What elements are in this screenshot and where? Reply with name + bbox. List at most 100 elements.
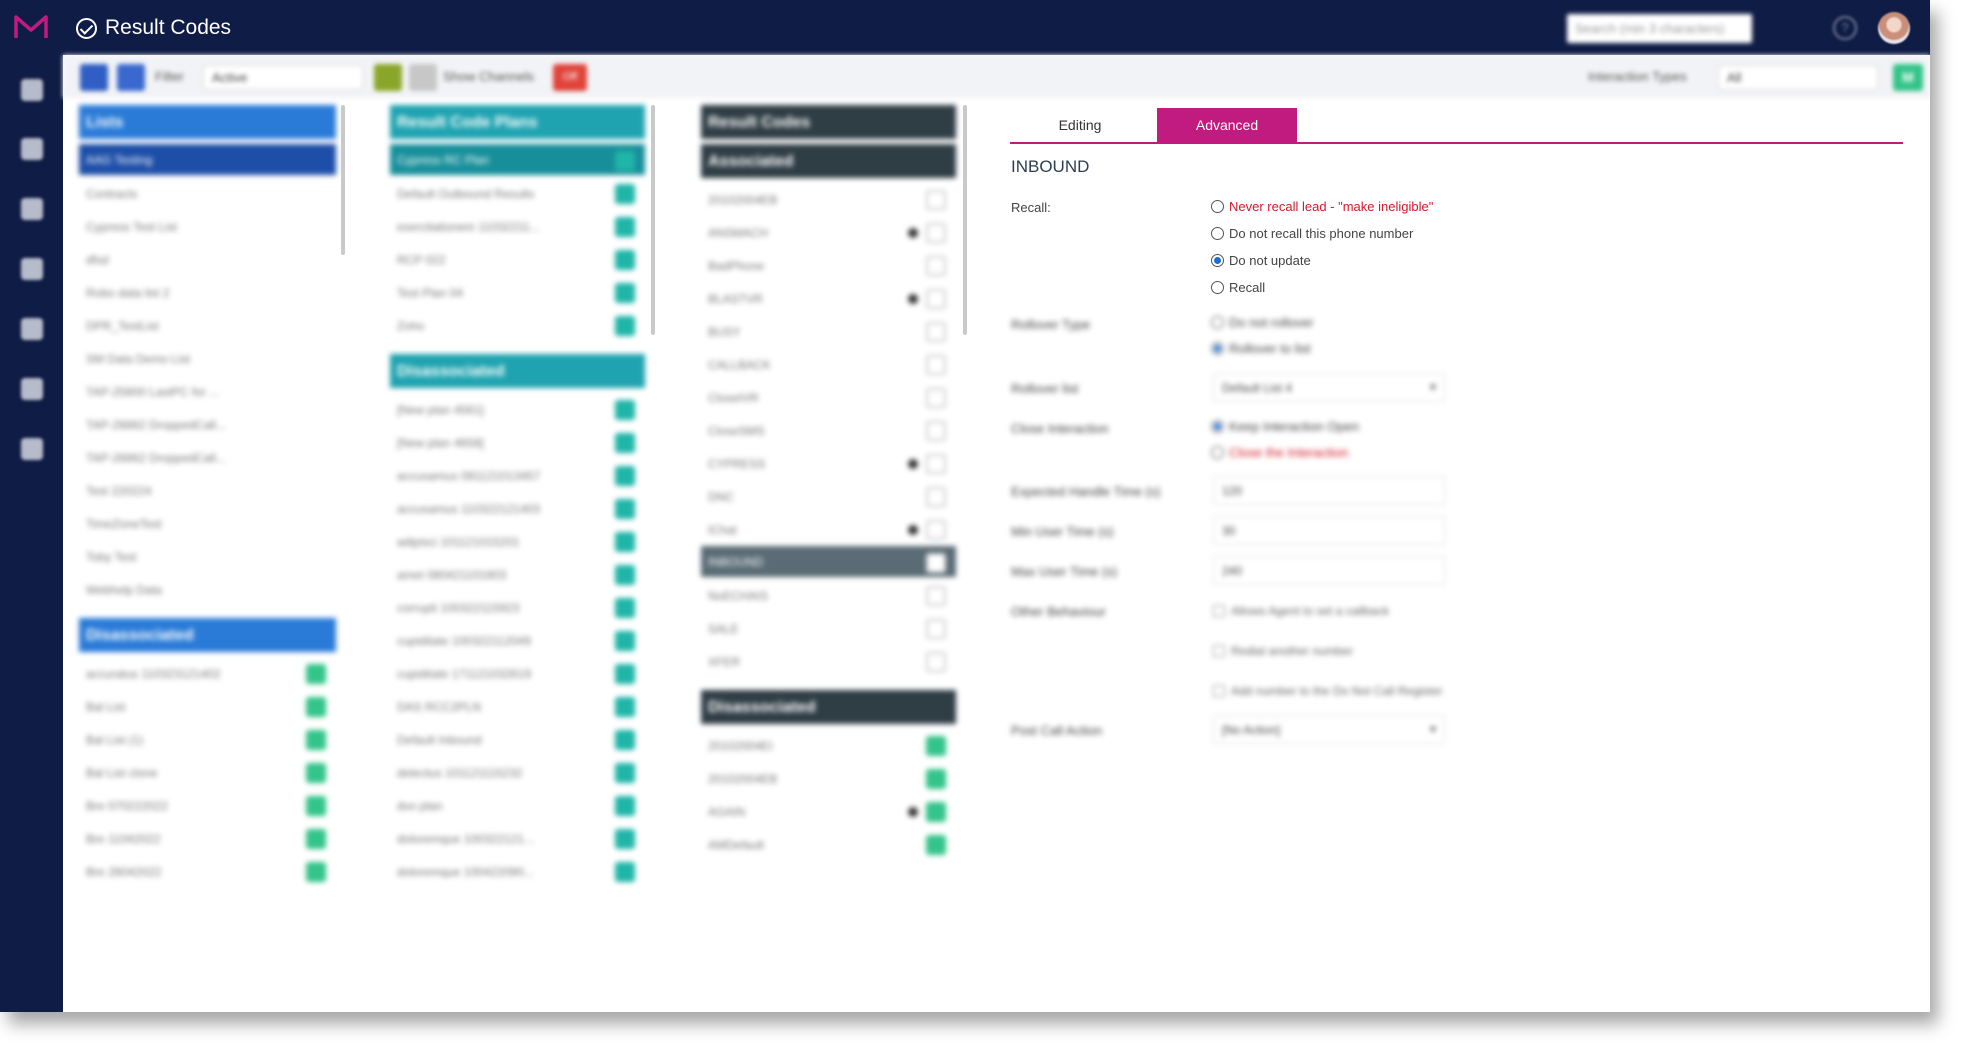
list-item[interactable]: Zoho: [390, 309, 645, 342]
checkbox-icon[interactable]: [926, 619, 946, 639]
other-behaviour-option[interactable]: Add number to the Do Not Call Register: [1213, 684, 1442, 698]
expected-handle-time-input[interactable]: 120: [1213, 476, 1445, 505]
document-icon[interactable]: [21, 378, 43, 400]
list-item[interactable]: CloseIVR: [701, 381, 956, 414]
dashboard-icon[interactable]: [21, 198, 43, 220]
interaction-types-select[interactable]: All: [1718, 65, 1878, 90]
list-item[interactable]: Contracts: [79, 177, 336, 210]
edit-icon[interactable]: [615, 598, 635, 618]
radio-icon[interactable]: [1211, 281, 1224, 294]
list-item[interactable]: Default Inbound: [390, 723, 645, 756]
checkbox-icon[interactable]: [926, 289, 946, 309]
list-item[interactable]: CloseSMS: [701, 414, 956, 447]
checkbox-icon[interactable]: [926, 454, 946, 474]
radio-icon[interactable]: [1211, 254, 1224, 267]
add-icon[interactable]: [306, 664, 326, 684]
app-logo-icon[interactable]: [14, 14, 48, 40]
checkbox-icon[interactable]: [1213, 645, 1225, 657]
edit-icon[interactable]: [615, 433, 635, 453]
checkbox-icon[interactable]: [926, 322, 946, 342]
list-item[interactable]: BLASTVR: [701, 282, 956, 315]
plans-scrollbar[interactable]: [650, 105, 656, 885]
rollover-type-option[interactable]: Rollover to list: [1211, 341, 1311, 356]
list-item[interactable]: CYPRESS: [701, 447, 956, 480]
list-item[interactable]: DPR_TestList: [79, 309, 336, 342]
edit-icon[interactable]: [615, 184, 635, 204]
recall-option[interactable]: Do not update: [1211, 253, 1311, 268]
max-user-time-input[interactable]: 240: [1213, 556, 1445, 585]
checkbox-icon[interactable]: [926, 223, 946, 243]
edit-icon[interactable]: [615, 730, 635, 750]
database-icon[interactable]: [21, 258, 43, 280]
add-icon[interactable]: [306, 697, 326, 717]
add-icon[interactable]: [926, 736, 946, 756]
list-item[interactable]: cupiditate 171121032619: [390, 657, 645, 690]
add-icon[interactable]: [926, 802, 946, 822]
list-item[interactable]: BUSY: [701, 315, 956, 348]
list-item[interactable]: delectus 101121115232: [390, 756, 645, 789]
selected-list-item[interactable]: Cypress RC Plan: [390, 144, 645, 175]
edit-icon[interactable]: [615, 532, 635, 552]
list-item[interactable]: 20102004EI: [701, 729, 956, 762]
list-item[interactable]: [New plan 4561]: [390, 393, 645, 426]
edit-icon[interactable]: [615, 763, 635, 783]
checkbox-icon[interactable]: [1213, 605, 1225, 617]
add-icon[interactable]: [306, 730, 326, 750]
edit-icon[interactable]: [615, 217, 635, 237]
home-icon[interactable]: [21, 79, 43, 101]
filter-icon[interactable]: [374, 64, 402, 91]
list-item[interactable]: Bre 070222022: [79, 789, 336, 822]
list-item[interactable]: [New plan 4658]: [390, 426, 645, 459]
list-item[interactable]: DAS RCC2PLN: [390, 690, 645, 723]
list-item[interactable]: TimeZoneTest: [79, 507, 336, 540]
edit-icon[interactable]: [615, 250, 635, 270]
close-interaction-option[interactable]: Keep Interaction Open: [1211, 419, 1359, 434]
list-item[interactable]: 20102004EB: [701, 183, 956, 216]
selected-list-item[interactable]: AAG Testing: [79, 144, 336, 175]
checkbox-icon[interactable]: [926, 421, 946, 441]
other-behaviour-option[interactable]: Redial another number: [1213, 644, 1353, 658]
list-item[interactable]: TAP-26862 DroppedCall...: [79, 441, 336, 474]
list-item[interactable]: Toby Test: [79, 540, 336, 573]
checkbox-icon[interactable]: [926, 256, 946, 276]
grid-icon[interactable]: [21, 138, 43, 160]
list-item[interactable]: Bre 11042022: [79, 822, 336, 855]
help-icon[interactable]: ?: [1833, 16, 1857, 40]
list-item[interactable]: amet 080421101803: [390, 558, 645, 591]
list-item[interactable]: adipisci 101121015201: [390, 525, 645, 558]
recall-option[interactable]: Never recall lead - "make ineligible": [1211, 199, 1433, 214]
export-button[interactable]: M: [1893, 64, 1923, 91]
edit-icon[interactable]: [615, 316, 635, 336]
list-view-button[interactable]: [80, 64, 108, 91]
radio-icon[interactable]: [1211, 420, 1224, 433]
radio-icon[interactable]: [1211, 316, 1224, 329]
add-icon[interactable]: [926, 769, 946, 789]
min-user-time-input[interactable]: 30: [1213, 516, 1445, 545]
radio-icon[interactable]: [1211, 200, 1224, 213]
checkbox-icon[interactable]: [926, 190, 946, 210]
add-icon[interactable]: [306, 862, 326, 882]
list-item[interactable]: Test 220224: [79, 474, 336, 507]
list-item[interactable]: accuratus 110323121402: [79, 657, 336, 690]
add-icon[interactable]: [306, 829, 326, 849]
edit-icon[interactable]: [615, 697, 635, 717]
tab-editing[interactable]: Editing: [1058, 117, 1102, 133]
add-icon[interactable]: [306, 763, 326, 783]
recall-option[interactable]: Do not recall this phone number: [1211, 226, 1413, 241]
list-item[interactable]: 20102004EB: [701, 762, 956, 795]
list-item[interactable]: doloremque 100322121...: [390, 822, 645, 855]
add-icon[interactable]: [926, 835, 946, 855]
edit-icon[interactable]: [615, 664, 635, 684]
edit-icon[interactable]: [615, 796, 635, 816]
edit-icon[interactable]: [615, 151, 635, 171]
search-input[interactable]: Search (min 3 characters): [1567, 14, 1752, 43]
list-item[interactable]: TAP-26862 DroppedCall...: [79, 408, 336, 441]
list-item[interactable]: accusamus 110322121403: [390, 492, 645, 525]
list-item[interactable]: NoECHAIS: [701, 579, 956, 612]
radio-icon[interactable]: [1211, 446, 1224, 459]
close-interaction-option[interactable]: Close the Interaction: [1211, 445, 1348, 460]
list-item[interactable]: CALLBACK: [701, 348, 956, 381]
list-item[interactable]: Cypress Test List: [79, 210, 336, 243]
radio-icon[interactable]: [1211, 227, 1224, 240]
edit-icon[interactable]: [615, 466, 635, 486]
